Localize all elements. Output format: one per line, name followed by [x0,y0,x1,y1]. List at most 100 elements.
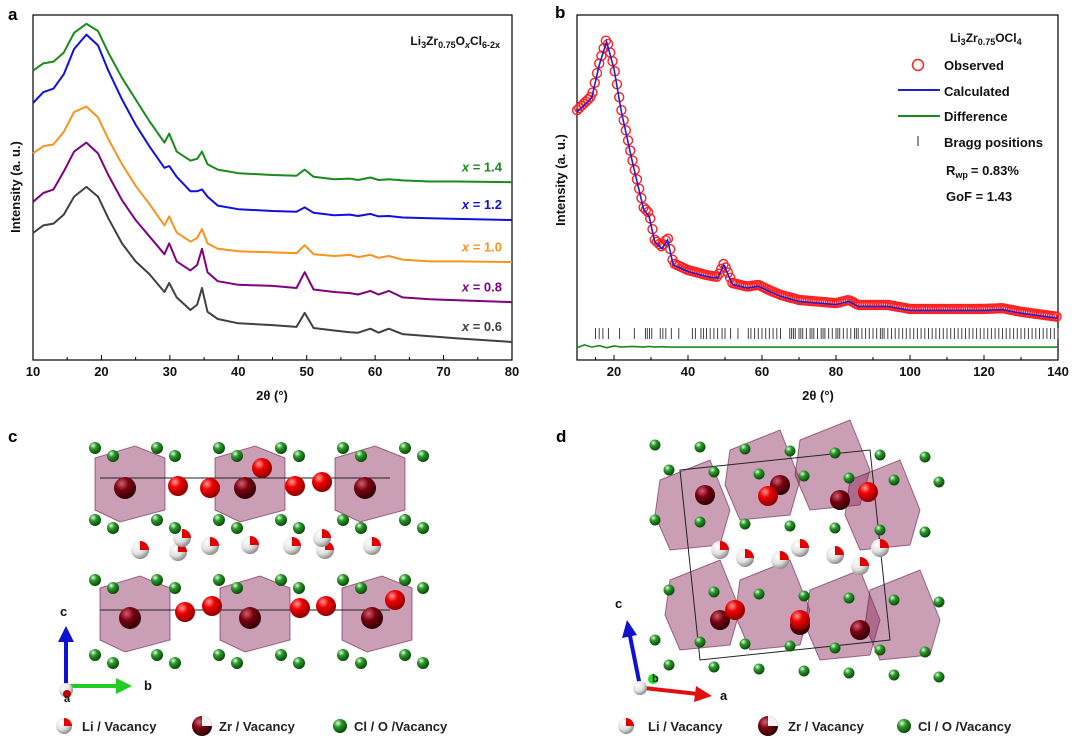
origin-sphere-d [633,681,647,695]
zr-atom [695,485,715,505]
zr-atom [234,477,256,499]
cl-atom [933,476,945,488]
cl-atom [213,574,225,586]
cl-atom [293,450,305,462]
legend-difference: Difference [944,109,1008,124]
x-tick-label: 10 [26,364,40,379]
c-axis-arrowhead [58,626,74,642]
zr-atom [710,610,730,630]
legend-bragg: Bragg positions [944,135,1043,150]
cl-atom [649,634,661,646]
o-atom [168,476,188,496]
li-atom-occupancy [860,557,869,566]
cl-atom [739,443,751,455]
cl-atom [231,657,243,669]
series-line-06 [32,185,513,343]
chart-a-series-labels: x = 0.6 x = 0.8 x = 1.0 x = 1.2 x = 1.4 [461,159,503,334]
cl-atom [89,442,101,454]
zr-atom [119,607,141,629]
chart-a-xlabel: 2θ (°) [256,388,288,403]
cl-atom [89,514,101,526]
x-tick-label: 60 [755,364,769,379]
chart-a-lines [32,22,513,343]
li-atom-occupancy [292,537,301,546]
li-atom-occupancy [720,541,729,550]
cl-atom [355,522,367,534]
cl-atom [107,522,119,534]
zr-sphere-white-part-d [768,716,778,726]
o-atom [385,590,405,610]
stat-rwp: Rwp = 0.83% [946,163,1019,180]
cl-atom [784,520,796,532]
series-label: x = 0.6 [461,319,502,334]
cl-atom [337,514,349,526]
cl-atom [694,441,706,453]
chart-b-legend: Observed Calculated Difference Bragg pos… [898,58,1043,204]
cl-atom [399,574,411,586]
atom-legend-c: Li / Vacancy Zr / Vacancy Cl / O /Vacanc… [56,716,448,736]
series-label: x = 0.8 [461,279,502,294]
cl-atom [151,574,163,586]
chart-a-title: Li3Zr0.75OxCl6-2x [410,34,500,50]
li-atom-occupancy [372,537,381,546]
legend-zr-d: Zr / Vacancy [788,719,865,734]
cl-atom [417,450,429,462]
o-atom [725,600,745,620]
cl-atom [784,640,796,652]
cl-atom [275,442,287,454]
zr-atom [830,490,850,510]
o-atom [175,602,195,622]
o-atom [290,598,310,618]
cl-atom [888,474,900,486]
cl-atom [874,644,886,656]
observed-point [642,206,654,218]
x-tick-label: 40 [681,364,695,379]
zr-atom [361,607,383,629]
chart-b-bragg-ticks [595,328,1059,339]
o-atom [316,596,336,616]
cl-atom [169,582,181,594]
cl-atom [89,649,101,661]
axis-label-b: b [144,678,152,693]
cl-atom [663,659,675,671]
chart-b-xlabel: 2θ (°) [802,388,834,403]
cl-atom [275,574,287,586]
li-atom-occupancy [210,537,219,546]
observed-point [1051,311,1062,322]
chart-a-xrd-series: 10 20 30 40 50 60 70 80 x = 0.6x = 0.8x = 1.0x … [8,14,519,403]
b-axis-stub [648,674,658,684]
cl-atom [417,657,429,669]
cl-atom [213,442,225,454]
cl-atom [798,665,810,677]
chart-a-ylabel: Intensity (a. u.) [8,141,23,233]
cl-atom [843,472,855,484]
panel-label-a: a [8,5,18,24]
cl-atom [649,439,661,451]
li-atom-occupancy [250,536,259,545]
series-label: x = 1.4 [461,159,503,174]
cl-atom [753,468,765,480]
cl-atom [107,657,119,669]
observed-point [660,235,671,246]
axis-label-c-d: c [615,596,622,611]
calculated-line [576,38,1059,320]
a-axis-stub [63,690,71,698]
cl-atom [213,649,225,661]
cl-atom [649,514,661,526]
chart-a-frame [32,14,513,361]
a-axis-arrow-d [643,686,699,696]
cl-atom [107,582,119,594]
legend-observed-marker [911,58,925,72]
cl-atom [231,582,243,594]
cl-atom [919,526,931,538]
cl-atom [231,450,243,462]
axis-triad-d: c a b [615,596,728,703]
observed-point [722,267,734,278]
o-atom [200,478,220,498]
legend-calculated: Calculated [944,84,1010,99]
cl-atom [888,594,900,606]
cl-sphere-icon-d [897,719,911,733]
cl-atom [919,451,931,463]
zr-atom [239,607,261,629]
